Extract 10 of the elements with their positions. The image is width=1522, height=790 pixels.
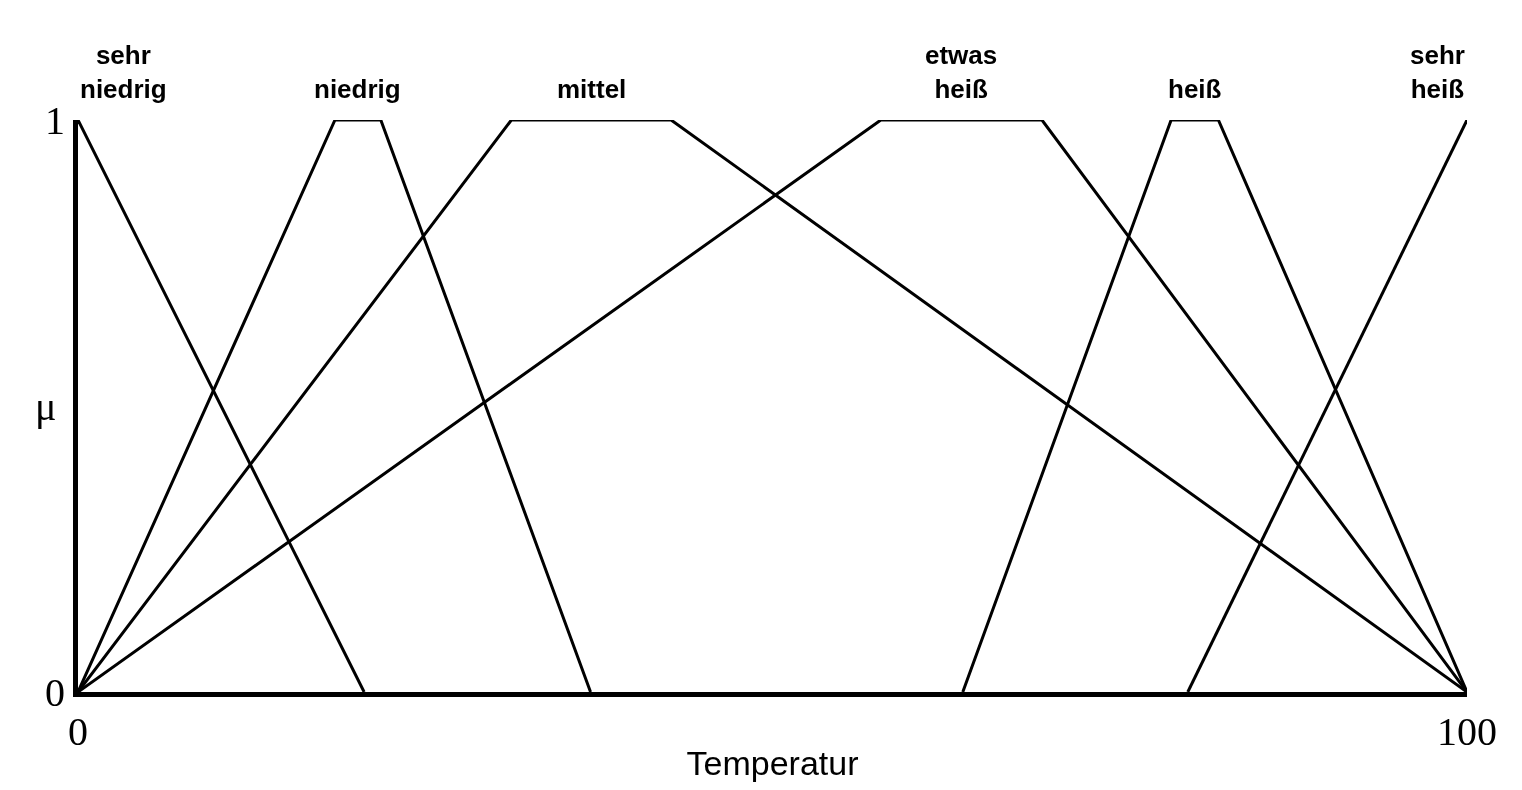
x-axis-title: Temperatur bbox=[686, 744, 859, 783]
series-label: heiß bbox=[1168, 74, 1222, 104]
series-label: sehr heiß bbox=[1410, 40, 1465, 104]
y-tick-label: 1 bbox=[45, 98, 65, 143]
x-tick-label: 100 bbox=[1437, 709, 1497, 754]
series-label: sehr niedrig bbox=[80, 40, 167, 104]
series-label: etwas heiß bbox=[925, 40, 998, 104]
y-axis-title: μ bbox=[35, 384, 57, 429]
series-label: mittel bbox=[557, 74, 627, 104]
series-label: niedrig bbox=[314, 74, 401, 104]
